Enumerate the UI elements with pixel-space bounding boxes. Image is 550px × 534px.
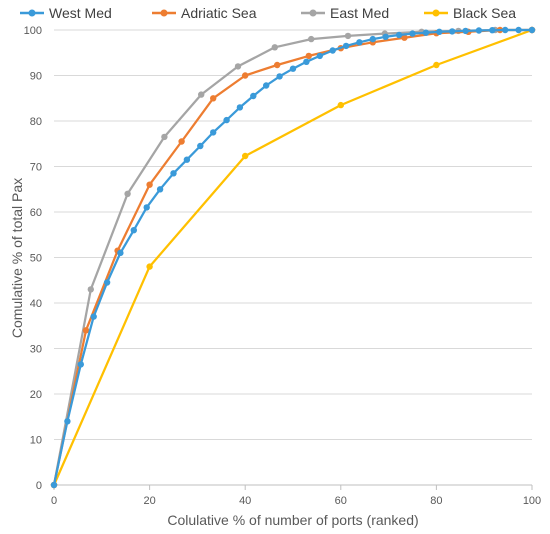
data-point-west-med [409, 30, 416, 37]
legend-label: Adriatic Sea [181, 5, 257, 21]
data-point-west-med [64, 418, 71, 425]
data-point-west-med [329, 47, 336, 54]
y-tick-label: 90 [30, 71, 42, 83]
data-point-west-med [462, 27, 469, 35]
data-point-west-med [382, 33, 389, 40]
data-point-east-med [87, 286, 95, 293]
data-point-west-med [289, 65, 297, 72]
legend-item-east-med: East Med [301, 5, 389, 21]
data-point-west-med [369, 35, 376, 43]
data-point-east-med [124, 190, 131, 197]
y-tick-label: 0 [36, 480, 42, 492]
legend-marker [432, 9, 440, 17]
data-point-east-med [271, 44, 278, 51]
legend-label: West Med [49, 5, 112, 21]
y-tick-label: 20 [30, 389, 42, 401]
data-point-west-med [342, 42, 350, 50]
y-tick-label: 100 [24, 25, 42, 37]
data-point-black-sea [242, 152, 249, 160]
legend-marker [160, 9, 168, 17]
data-point-adriatic-sea [274, 61, 281, 69]
data-point-west-med [197, 142, 204, 150]
legend-marker [309, 9, 317, 17]
y-tick-label: 80 [30, 116, 42, 128]
data-point-adriatic-sea [305, 52, 312, 60]
data-point-west-med [475, 27, 483, 34]
data-point-west-med [356, 39, 363, 46]
legend-item-adriatic-sea: Adriatic Sea [152, 5, 257, 21]
data-point-adriatic-sea [242, 72, 249, 79]
data-point-west-med [502, 26, 509, 34]
legend-label: East Med [330, 5, 389, 21]
data-point-west-med [276, 73, 283, 80]
data-point-west-med [170, 170, 177, 177]
y-tick-label: 70 [30, 162, 42, 174]
axes: 0 10 20 30 40 50 60 70 80 90 100 0 20 40 60 80 100 [24, 25, 542, 507]
data-point-east-med [344, 32, 352, 40]
data-point-west-med [449, 28, 456, 35]
data-point-west-med [223, 116, 230, 124]
data-point-black-sea [146, 263, 153, 270]
data-point-west-med [528, 26, 536, 34]
data-point-adriatic-sea [146, 181, 153, 188]
data-point-west-med [436, 28, 443, 35]
x-tick-label: 40 [239, 495, 251, 507]
data-point-west-med [236, 104, 244, 111]
x-tick-label: 60 [335, 495, 347, 507]
y-tick-label: 10 [30, 435, 42, 447]
y-tick-label: 60 [30, 207, 42, 219]
data-point-west-med [156, 186, 164, 193]
data-point-west-med [183, 156, 191, 163]
data-point-west-med [515, 26, 522, 34]
x-tick-label: 80 [430, 495, 442, 507]
data-point-west-med [143, 204, 150, 211]
x-tick-label: 0 [51, 495, 57, 507]
data-point-west-med [50, 481, 58, 489]
y-tick-label: 50 [30, 253, 42, 265]
data-point-adriatic-sea [82, 327, 90, 334]
data-point-adriatic-sea [210, 95, 217, 102]
y-axis-title: Comulative % of total Pax [9, 178, 25, 338]
series-west-med [50, 26, 536, 489]
data-point-adriatic-sea [178, 138, 185, 145]
y-tick-label: 30 [30, 344, 42, 356]
data-point-west-med [103, 279, 111, 286]
data-point-east-med [308, 35, 315, 43]
legend-marker [28, 9, 36, 17]
legend-label: Black Sea [453, 5, 516, 21]
x-tick-label: 100 [523, 495, 541, 507]
data-point-west-med [316, 52, 323, 60]
data-point-east-med [198, 91, 205, 98]
data-point-west-med [77, 361, 85, 368]
series-line-black-sea [52, 28, 533, 486]
data-point-west-med [395, 31, 403, 39]
data-point-east-med [161, 133, 168, 141]
data-point-west-med [90, 313, 97, 320]
data-point-east-med [234, 63, 242, 70]
data-point-west-med [117, 249, 124, 257]
x-axis-title: Colulative % of number of ports (ranked) [167, 512, 418, 528]
legend: West Med Adriatic Sea East Med Black Sea [20, 5, 516, 21]
data-point-west-med [263, 82, 270, 89]
data-point-black-sea [337, 101, 344, 109]
data-point-west-med [130, 227, 137, 234]
data-point-west-med [250, 92, 257, 100]
data-point-west-med [422, 29, 430, 36]
series-lines [50, 26, 536, 489]
data-point-black-sea [433, 61, 440, 69]
data-point-west-med [489, 27, 496, 34]
data-point-west-med [303, 58, 310, 65]
y-tick-label: 40 [30, 298, 42, 310]
data-point-west-med [210, 129, 217, 136]
legend-item-black-sea: Black Sea [424, 5, 516, 21]
legend-item-west-med: West Med [20, 5, 112, 21]
data-point-adriatic-sea [401, 34, 408, 41]
x-tick-label: 20 [143, 495, 155, 507]
